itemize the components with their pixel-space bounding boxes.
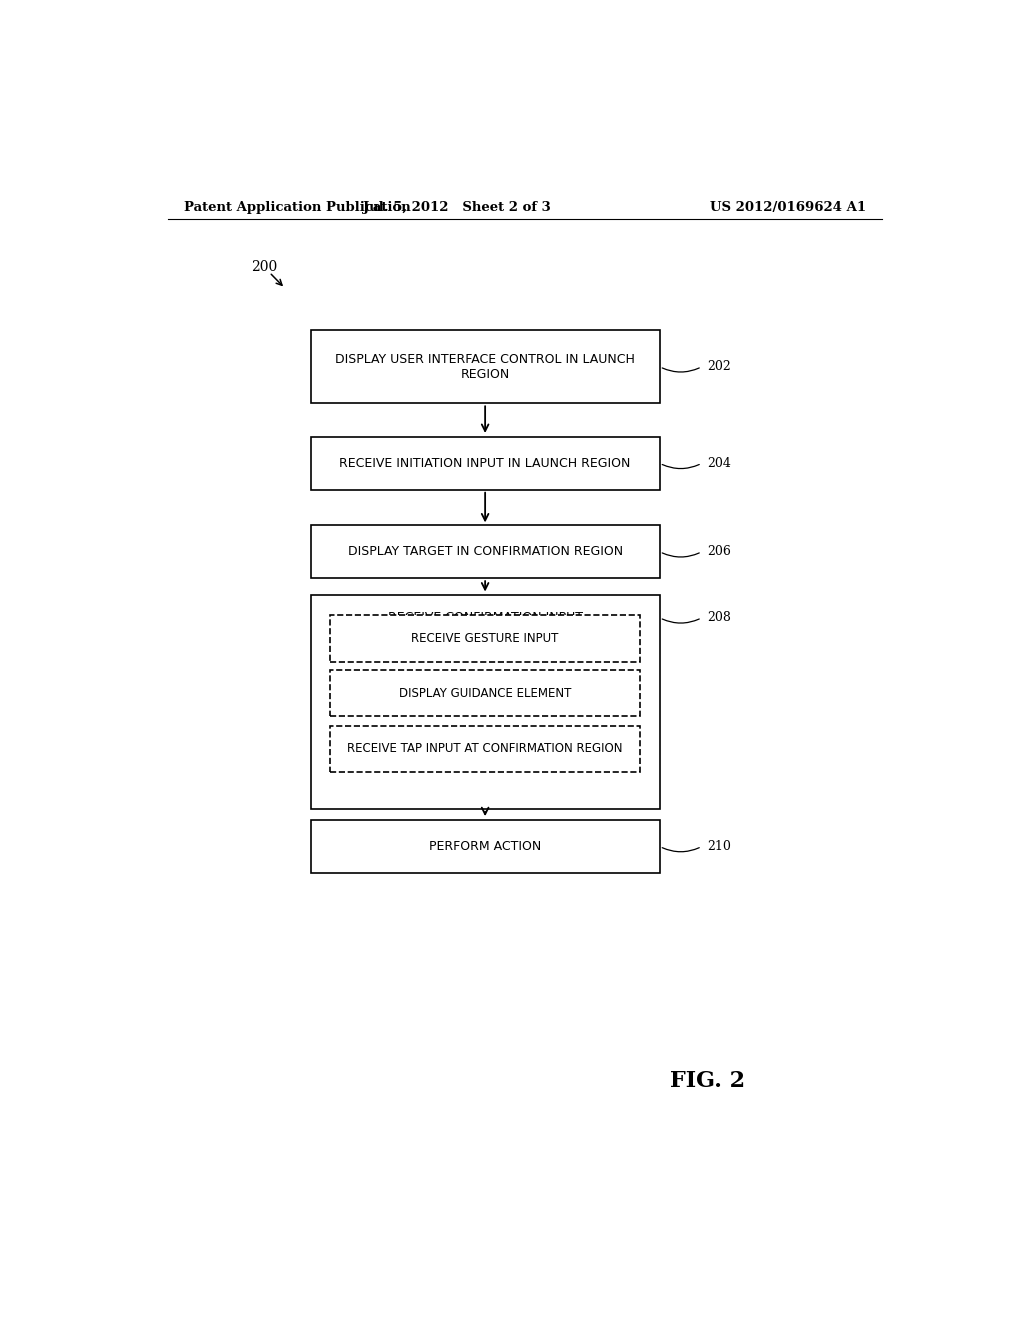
Bar (310, 820, 659, 873)
Bar (331, 669, 640, 717)
Text: RECEIVE CONFIRMATION INPUT: RECEIVE CONFIRMATION INPUT (388, 611, 583, 624)
Text: 202: 202 (708, 360, 731, 374)
Text: RECEIVE TAP INPUT AT CONFIRMATION REGION: RECEIVE TAP INPUT AT CONFIRMATION REGION (347, 742, 623, 755)
Bar (310, 330, 659, 404)
Bar (331, 726, 640, 772)
Text: 206: 206 (708, 545, 731, 558)
Text: 210: 210 (708, 840, 731, 853)
Bar (310, 525, 659, 578)
Text: DISPLAY USER INTERFACE CONTROL IN LAUNCH
REGION: DISPLAY USER INTERFACE CONTROL IN LAUNCH… (335, 352, 635, 380)
Text: US 2012/0169624 A1: US 2012/0169624 A1 (710, 201, 866, 214)
Text: DISPLAY TARGET IN CONFIRMATION REGION: DISPLAY TARGET IN CONFIRMATION REGION (347, 545, 623, 558)
Bar (331, 615, 640, 661)
Text: FIG. 2: FIG. 2 (670, 1071, 744, 1092)
Text: DISPLAY GUIDANCE ELEMENT: DISPLAY GUIDANCE ELEMENT (399, 686, 571, 700)
Text: RECEIVE INITIATION INPUT IN LAUNCH REGION: RECEIVE INITIATION INPUT IN LAUNCH REGIO… (339, 457, 631, 470)
Text: 204: 204 (708, 457, 731, 470)
Text: Jul. 5, 2012   Sheet 2 of 3: Jul. 5, 2012 Sheet 2 of 3 (364, 201, 551, 214)
Text: 200: 200 (251, 260, 278, 275)
Text: PERFORM ACTION: PERFORM ACTION (429, 840, 542, 853)
Text: RECEIVE GESTURE INPUT: RECEIVE GESTURE INPUT (412, 632, 559, 644)
Bar (310, 437, 659, 490)
Bar (310, 595, 659, 809)
Text: 208: 208 (708, 611, 731, 624)
Text: Patent Application Publication: Patent Application Publication (183, 201, 411, 214)
